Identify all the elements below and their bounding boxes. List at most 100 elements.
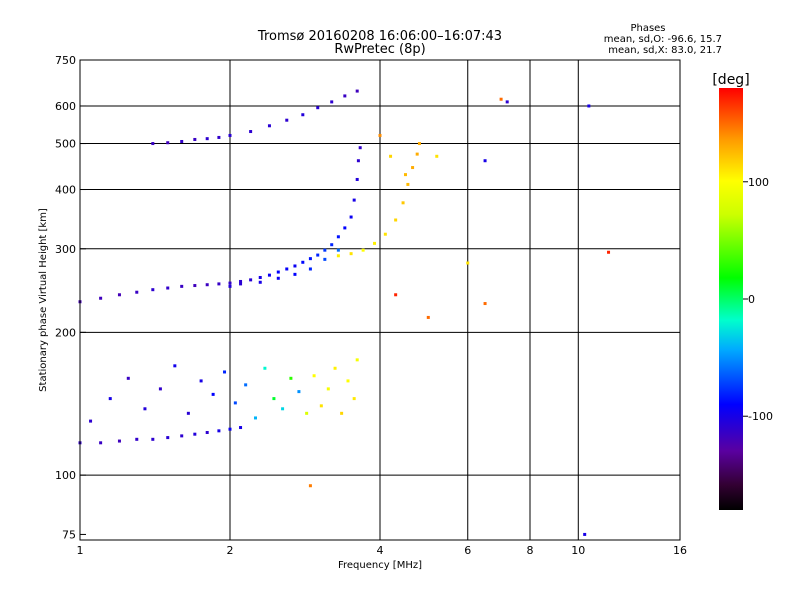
point-0-19 <box>308 257 312 261</box>
colorbar <box>719 88 743 510</box>
point-4-23 <box>340 411 344 415</box>
point-1-2 <box>258 280 262 284</box>
point-6-0 <box>378 133 382 137</box>
point-0-16 <box>285 267 289 271</box>
x-tick-label-6: 16 <box>673 544 687 557</box>
point-6-5 <box>466 261 470 265</box>
point-4-26 <box>355 358 359 362</box>
x-axis-label: Frequency [MHz] <box>338 560 422 571</box>
point-2-2 <box>361 248 365 252</box>
y-tick-label-3: 300 <box>55 243 76 256</box>
point-0-8 <box>205 283 209 287</box>
point-4-22 <box>333 366 337 370</box>
colorbar-ticks: 100 0 -100 <box>743 176 773 423</box>
point-4-24 <box>346 379 350 383</box>
point-0-5 <box>166 286 170 290</box>
stats-line-x: mean, sd,X: 83.0, 21.7 <box>608 45 722 56</box>
y-tick-label-7: 750 <box>55 54 76 67</box>
point-3-2 <box>117 439 121 443</box>
point-6-4 <box>435 154 439 158</box>
point-3-9 <box>217 429 221 433</box>
point-0-14 <box>267 273 271 277</box>
point-6-9 <box>587 104 591 108</box>
x-tick-label-0: 1 <box>77 544 84 557</box>
point-5-6 <box>228 133 232 137</box>
colorbar-tick-label-2: -100 <box>748 410 773 423</box>
point-0-26 <box>352 198 356 202</box>
point-0-2 <box>117 293 121 297</box>
point-5-2 <box>180 139 184 143</box>
point-4-14 <box>272 397 276 401</box>
y-tick-label-4: 400 <box>55 184 76 197</box>
point-3-8 <box>205 431 209 435</box>
point-5-3 <box>193 137 197 141</box>
point-4-5 <box>173 364 177 368</box>
point-4-3 <box>143 407 147 411</box>
point-6-1 <box>389 154 393 158</box>
point-6-12 <box>308 484 312 488</box>
point-4-12 <box>253 416 257 420</box>
point-2-4 <box>383 232 387 236</box>
point-0-4 <box>151 288 155 292</box>
y-tick-label-2: 200 <box>55 326 76 339</box>
point-4-8 <box>211 392 215 396</box>
point-1-0 <box>228 284 232 288</box>
x-tick-label-3: 6 <box>464 544 471 557</box>
point-5-13 <box>343 94 347 98</box>
point-5-11 <box>316 106 320 110</box>
x-tick-label-4: 8 <box>527 544 534 557</box>
point-2-7 <box>406 182 410 186</box>
point-0-11 <box>239 279 243 283</box>
point-0-15 <box>276 270 280 274</box>
point-5-4 <box>205 137 209 141</box>
point-2-9 <box>415 152 419 156</box>
point-3-7 <box>193 432 197 436</box>
point-4-1 <box>108 397 112 401</box>
point-0-24 <box>343 226 347 230</box>
point-1-4 <box>293 272 297 276</box>
point-0-28 <box>356 159 360 163</box>
grid-lines <box>80 60 680 540</box>
chart-subtitle: RwPretec (8p) <box>334 42 425 57</box>
point-6-7 <box>499 97 503 101</box>
point-2-8 <box>411 166 415 170</box>
point-3-5 <box>166 436 170 440</box>
point-4-20 <box>319 404 323 408</box>
point-0-18 <box>301 260 305 264</box>
axis-ticks: 1 2 4 6 8 10 16 75 100 200 300 400 500 600 750 <box>55 54 687 557</box>
colorbar-tick-label-0: 100 <box>748 176 769 189</box>
point-6-6 <box>483 159 487 163</box>
point-4-2 <box>126 376 130 380</box>
point-1-1 <box>239 282 243 286</box>
point-4-9 <box>223 370 227 374</box>
y-tick-label-1: 100 <box>55 469 76 482</box>
stats-title: Phases <box>630 23 665 34</box>
point-1-7 <box>336 248 340 252</box>
chart-title: Tromsø 20160208 16:06:00–16:07:43 <box>257 29 502 44</box>
point-2-3 <box>373 241 377 245</box>
point-4-13 <box>263 366 267 370</box>
point-4-11 <box>244 383 248 387</box>
x-tick-label-1: 2 <box>227 544 234 557</box>
point-4-4 <box>158 387 162 391</box>
y-tick-label-0: 75 <box>62 528 76 541</box>
point-4-10 <box>233 401 237 405</box>
point-2-5 <box>394 218 398 222</box>
point-6-15 <box>426 315 430 319</box>
point-6-3 <box>417 142 421 146</box>
point-0-10 <box>228 281 232 285</box>
point-1-3 <box>276 276 280 280</box>
point-3-6 <box>180 434 184 438</box>
point-4-19 <box>312 374 316 378</box>
colorbar-tick-label-1: 0 <box>748 293 755 306</box>
point-0-12 <box>249 278 253 282</box>
point-6-10 <box>607 250 611 254</box>
x-tick-label-2: 4 <box>377 544 384 557</box>
point-4-6 <box>186 411 190 415</box>
point-4-0 <box>89 419 93 423</box>
point-0-23 <box>336 235 340 239</box>
colorbar-label: [deg] <box>712 72 749 88</box>
data-points <box>78 89 611 536</box>
y-tick-label-6: 600 <box>55 100 76 113</box>
